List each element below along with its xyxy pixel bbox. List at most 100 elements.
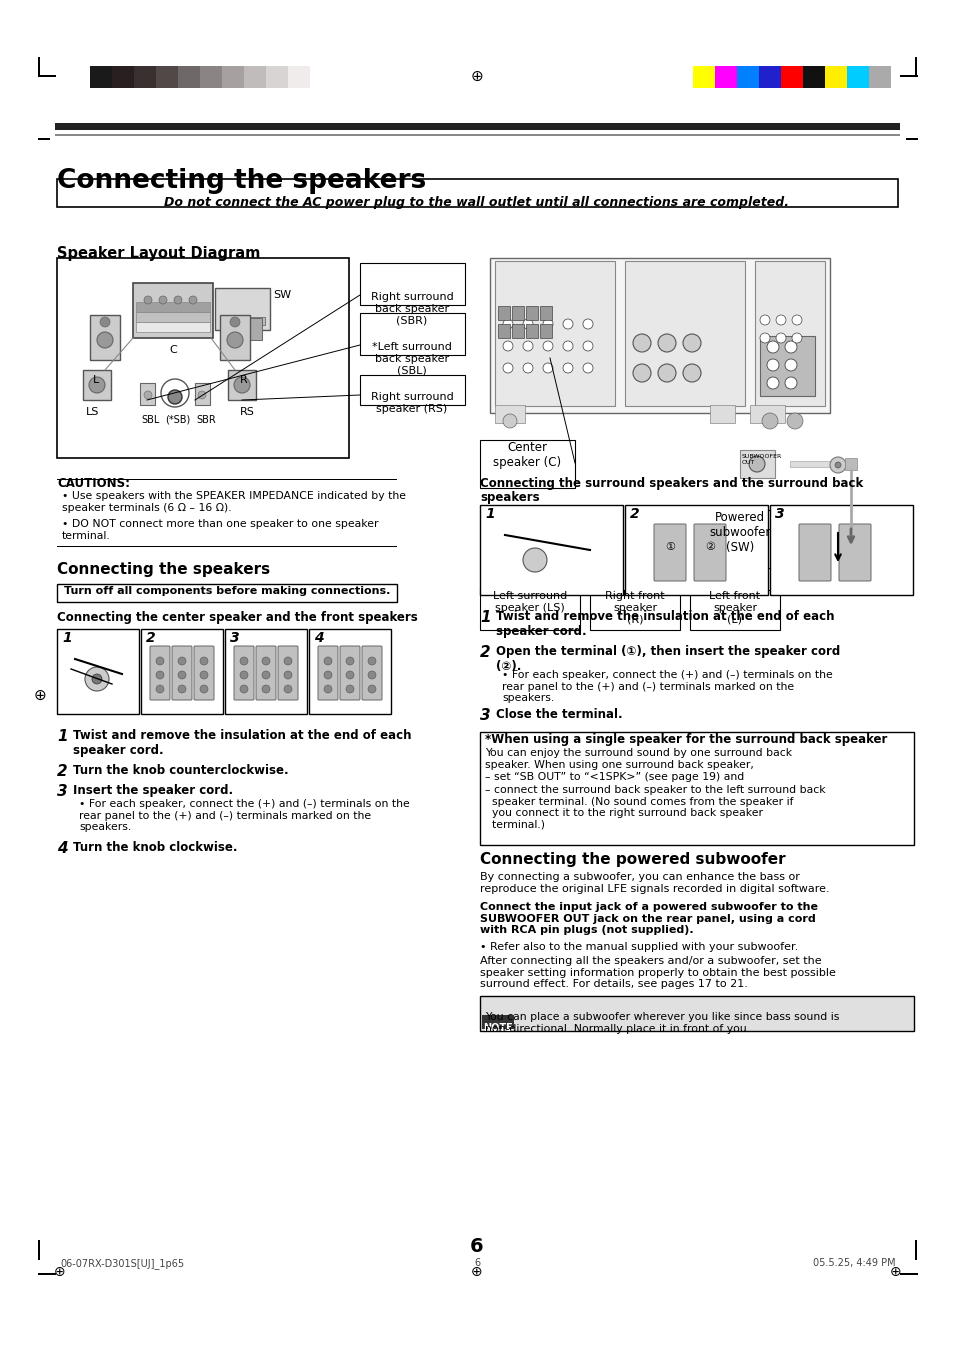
Bar <box>57 584 396 602</box>
Text: Do not connect the AC power plug to the wall outlet until all connections are co: Do not connect the AC power plug to the … <box>164 196 789 208</box>
Bar <box>136 322 210 331</box>
Text: 3: 3 <box>774 507 783 521</box>
Bar <box>802 66 824 88</box>
Bar <box>760 336 814 396</box>
Bar <box>38 138 50 139</box>
Circle shape <box>522 319 533 329</box>
Bar <box>57 545 396 547</box>
Bar <box>38 74 56 77</box>
Text: (*SB): (*SB) <box>165 415 190 425</box>
Bar <box>359 313 464 354</box>
Text: 3: 3 <box>479 708 490 723</box>
FancyBboxPatch shape <box>838 524 870 580</box>
Bar <box>38 1239 40 1260</box>
Bar <box>479 440 575 488</box>
Circle shape <box>760 333 769 344</box>
Circle shape <box>240 685 248 693</box>
Circle shape <box>324 658 332 666</box>
Circle shape <box>100 317 110 327</box>
Circle shape <box>227 331 243 348</box>
Text: Connecting the speakers: Connecting the speakers <box>57 168 426 193</box>
Circle shape <box>775 333 785 344</box>
Bar <box>133 66 156 88</box>
Bar <box>90 66 112 88</box>
Bar <box>57 179 897 207</box>
Bar <box>90 315 120 360</box>
Text: You can place a subwoofer wherever you like since bass sound is
non-directional.: You can place a subwoofer wherever you l… <box>484 1012 839 1034</box>
Circle shape <box>240 658 248 666</box>
Text: NOTE: NOTE <box>482 1023 513 1032</box>
Bar <box>539 306 552 321</box>
Text: CAUTIONS:: CAUTIONS: <box>57 478 130 490</box>
Circle shape <box>156 658 164 666</box>
Circle shape <box>168 390 182 405</box>
Text: Center
speaker (C): Center speaker (C) <box>493 441 560 469</box>
Circle shape <box>502 341 513 350</box>
Text: Connecting the surround speakers and the surround back: Connecting the surround speakers and the… <box>479 478 862 490</box>
Bar <box>57 629 139 714</box>
Bar <box>589 590 679 630</box>
Circle shape <box>262 685 270 693</box>
Bar <box>624 505 767 595</box>
Text: 05.5.25, 4:49 PM: 05.5.25, 4:49 PM <box>813 1258 895 1268</box>
Bar <box>481 1015 514 1030</box>
Text: – connect the surround back speaker to the left surround back
  speaker terminal: – connect the surround back speaker to t… <box>484 785 824 829</box>
Bar <box>497 306 510 321</box>
FancyBboxPatch shape <box>150 645 170 700</box>
Circle shape <box>784 341 796 353</box>
Bar <box>222 66 244 88</box>
Bar <box>789 461 834 467</box>
Text: ⊕: ⊕ <box>470 69 483 84</box>
Bar <box>141 629 223 714</box>
Text: Right surround
speaker (RS): Right surround speaker (RS) <box>370 392 453 414</box>
Text: 2: 2 <box>629 507 639 521</box>
Circle shape <box>682 334 700 352</box>
FancyBboxPatch shape <box>233 645 253 700</box>
Bar <box>38 57 40 77</box>
Circle shape <box>178 658 186 666</box>
Text: Open the terminal (①), then insert the speaker cord
(②).: Open the terminal (①), then insert the s… <box>496 645 840 672</box>
Circle shape <box>761 413 778 429</box>
Text: ⊕: ⊕ <box>471 1265 482 1279</box>
Bar <box>846 66 868 88</box>
Bar <box>899 74 917 77</box>
FancyBboxPatch shape <box>339 645 359 700</box>
Text: 2: 2 <box>479 645 490 660</box>
FancyBboxPatch shape <box>799 524 830 580</box>
Bar <box>266 66 288 88</box>
Circle shape <box>542 363 553 373</box>
Text: Turn the knob clockwise.: Turn the knob clockwise. <box>73 842 237 854</box>
Text: Connecting the speakers: Connecting the speakers <box>57 561 270 576</box>
Circle shape <box>156 671 164 679</box>
Text: • DO NOT connect more than one speaker to one speaker
terminal.: • DO NOT connect more than one speaker t… <box>62 520 378 541</box>
Bar <box>479 996 913 1031</box>
Circle shape <box>178 671 186 679</box>
Text: 1: 1 <box>57 729 68 744</box>
Circle shape <box>178 685 186 693</box>
Circle shape <box>784 359 796 371</box>
Circle shape <box>582 363 593 373</box>
Text: 1: 1 <box>479 610 490 625</box>
Bar <box>512 323 523 338</box>
Bar <box>497 323 510 338</box>
Circle shape <box>89 377 105 392</box>
Circle shape <box>682 364 700 382</box>
Circle shape <box>189 296 196 304</box>
Circle shape <box>97 331 112 348</box>
Text: SUBWOOFER
OUT: SUBWOOFER OUT <box>741 455 781 465</box>
Text: 3: 3 <box>230 630 239 645</box>
Bar <box>781 66 802 88</box>
Text: 3: 3 <box>57 783 68 800</box>
Text: SBL: SBL <box>141 415 159 425</box>
FancyBboxPatch shape <box>255 645 275 700</box>
FancyBboxPatch shape <box>193 645 213 700</box>
Circle shape <box>368 685 375 693</box>
Text: • For each speaker, connect the (+) and (–) terminals on the
rear panel to the (: • For each speaker, connect the (+) and … <box>501 670 832 704</box>
Text: Insert the speaker cord.: Insert the speaker cord. <box>73 783 233 797</box>
Circle shape <box>633 334 650 352</box>
Circle shape <box>766 377 779 390</box>
Text: Close the terminal.: Close the terminal. <box>496 708 622 721</box>
Bar <box>737 66 759 88</box>
Text: Right front
speaker
(R): Right front speaker (R) <box>604 591 664 624</box>
FancyBboxPatch shape <box>317 645 337 700</box>
